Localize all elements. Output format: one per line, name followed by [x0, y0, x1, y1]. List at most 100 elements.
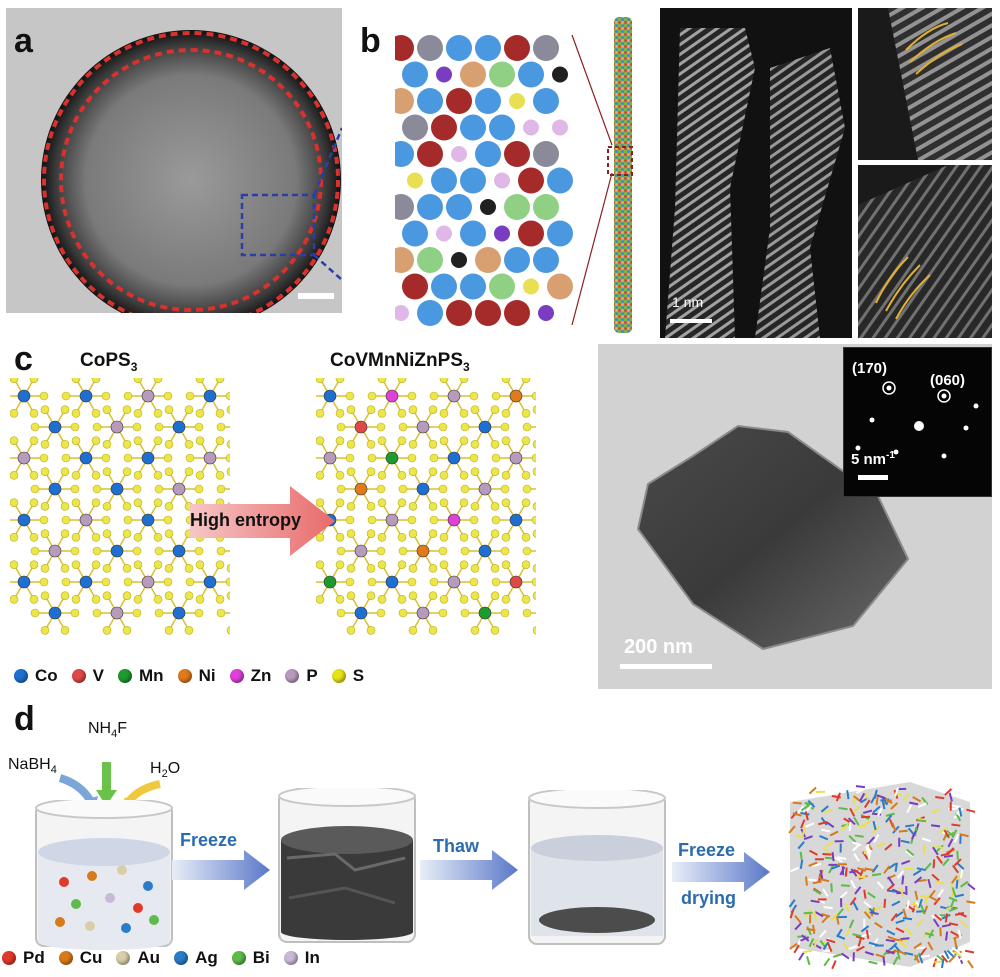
s-atom: [439, 498, 449, 507]
s-atom: [397, 498, 407, 507]
atom: [446, 194, 472, 220]
s-atom: [164, 467, 174, 476]
panel-label-d: d: [14, 700, 35, 738]
s-atom: [397, 409, 407, 418]
atom: [417, 194, 443, 220]
metal-ion: [71, 899, 81, 909]
s-atom: [407, 515, 417, 525]
s-atom: [71, 409, 81, 418]
s-atom: [316, 378, 325, 383]
s-atom: [60, 440, 70, 449]
panel-c-legend-item: Zn: [229, 666, 271, 686]
metal-ion: [59, 877, 69, 887]
s-atom: [71, 498, 81, 507]
atom: [446, 35, 472, 61]
s-atom: [377, 409, 387, 418]
metal-atom: [416, 544, 430, 558]
s-atom: [532, 529, 536, 538]
inner-dashed-circle: [59, 48, 323, 312]
s-atom: [335, 498, 345, 507]
beaker-thawed: [528, 790, 666, 945]
reagent-nh4f: NH4F: [88, 720, 128, 741]
panel-d-legend-dot: [283, 951, 298, 965]
s-atom: [91, 378, 101, 383]
s-atom: [532, 502, 536, 511]
s-atom: [215, 436, 225, 445]
s-atom: [40, 440, 50, 449]
atom: [417, 141, 443, 167]
s-atom: [439, 436, 449, 445]
atom: [475, 247, 501, 273]
s-atom: [60, 564, 70, 573]
s-atom: [377, 560, 387, 569]
atom: [475, 141, 501, 167]
s-atom: [226, 405, 230, 414]
atom: [518, 220, 544, 247]
s-atom: [367, 391, 377, 401]
atom: [523, 119, 539, 136]
s-atom: [532, 591, 536, 600]
s-atom: [522, 422, 532, 432]
metal-atom: [17, 575, 31, 589]
metal-atom: [48, 482, 62, 496]
atom: [518, 61, 544, 88]
s-atom: [132, 608, 142, 618]
s-atom: [532, 626, 536, 635]
metal-atom: [203, 451, 217, 465]
s-atom: [397, 471, 407, 480]
s-atom: [366, 564, 376, 573]
panel-c-tem-image: [598, 344, 992, 689]
s-atom: [92, 608, 102, 618]
high-entropy-arrow: [190, 486, 335, 556]
beaker-solution: [35, 800, 173, 950]
s-atom: [30, 608, 40, 618]
s-atom: [460, 484, 470, 494]
s-atom: [428, 440, 438, 449]
saed-ring-060: [937, 389, 951, 403]
atom: [538, 305, 554, 321]
s-atom: [346, 529, 356, 538]
s-atom: [459, 436, 469, 445]
s-atom: [377, 471, 387, 480]
s-atom: [377, 498, 387, 507]
s-atom: [500, 608, 510, 618]
s-atom: [490, 440, 500, 449]
metal-atom: [141, 575, 155, 589]
s-atom: [10, 436, 19, 445]
panel-c-legend-dot: [14, 669, 28, 683]
metal-atom: [478, 420, 492, 434]
s-atom: [521, 498, 531, 507]
atom: [475, 300, 501, 326]
s-atom: [408, 591, 418, 600]
atom: [395, 247, 414, 273]
s-atom: [39, 453, 49, 463]
s-atom: [366, 440, 376, 449]
s-atom: [335, 378, 345, 383]
s-atom: [376, 422, 386, 432]
atom: [504, 247, 530, 273]
atom: [402, 61, 428, 88]
s-atom: [346, 626, 356, 635]
s-atom: [102, 529, 112, 538]
atom: [533, 141, 559, 167]
s-atom: [366, 405, 376, 414]
s-atom: [521, 533, 531, 542]
metal-atom: [509, 451, 523, 465]
panel-c-legend-dot: [177, 669, 192, 683]
atom: [494, 172, 510, 189]
panel-d-legend-label: Cu: [79, 948, 103, 967]
s-atom: [428, 502, 438, 511]
s-atom: [216, 608, 226, 618]
metal-atom: [416, 420, 430, 434]
s-atom: [216, 546, 226, 556]
s-atom: [71, 378, 81, 383]
s-atom: [521, 409, 531, 418]
s-atom: [91, 498, 101, 507]
metal-atom: [478, 606, 492, 620]
s-atom: [122, 626, 132, 635]
s-atom: [397, 533, 407, 542]
metal-ion: [117, 865, 127, 875]
step-label-drying: drying: [681, 888, 737, 908]
metal-atom: [354, 606, 368, 620]
s-atom: [531, 577, 536, 587]
